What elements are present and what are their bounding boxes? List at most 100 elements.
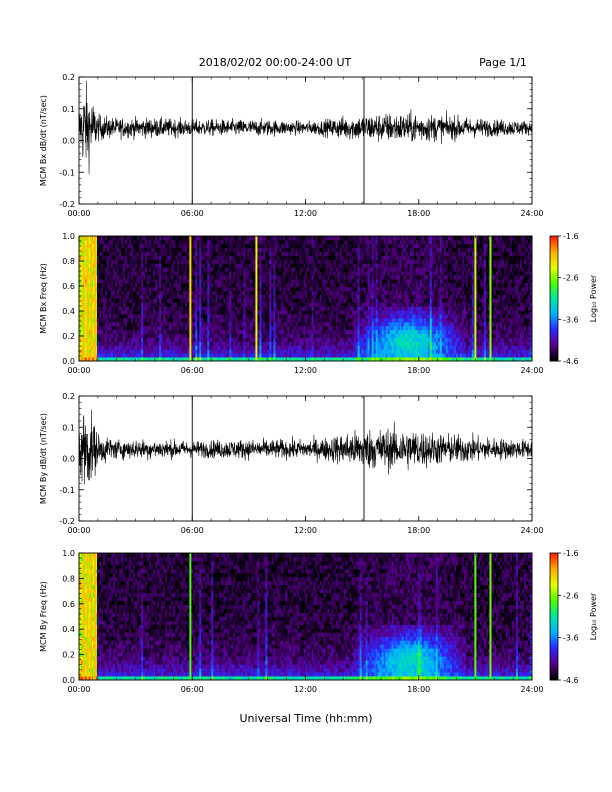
spectrogram-cell <box>197 278 200 284</box>
spectrogram-cell <box>231 345 234 350</box>
spectrogram-cell <box>287 267 290 272</box>
spectrogram-cell <box>307 357 310 362</box>
spectrogram-cell <box>269 267 272 272</box>
spectrogram-cell <box>107 353 110 358</box>
spectrogram-cell <box>121 236 124 241</box>
spectrogram-cell <box>249 251 252 256</box>
spectrogram-cell <box>131 349 134 354</box>
spectrogram-cell <box>353 329 357 335</box>
spectrogram-cell <box>159 239 162 245</box>
spectrogram-cell <box>123 271 126 276</box>
spectrogram-cell <box>353 286 357 292</box>
spectrogram-cell <box>259 243 262 249</box>
spectrogram-cell <box>139 251 142 256</box>
spectrogram-cell <box>333 267 336 272</box>
spectrogram-cell <box>361 341 365 346</box>
spectrogram-cell <box>163 314 166 319</box>
spectrogram-cell <box>267 243 270 249</box>
spectrogram-cell <box>101 302 104 307</box>
spectrogram-cell <box>379 278 383 284</box>
spectrogram-cell <box>365 275 369 280</box>
spectrogram-cell <box>133 263 136 268</box>
spectrogram-cell <box>185 259 188 264</box>
spectrogram-cell <box>323 321 326 327</box>
spectrogram-cell <box>281 236 284 241</box>
spectrogram-cell <box>185 290 188 295</box>
spectrogram-cell <box>257 259 260 264</box>
spectrogram-cell <box>109 267 112 272</box>
spectrogram-cell <box>197 341 200 346</box>
spectrogram-cell <box>211 357 214 362</box>
spectrogram-cell <box>309 310 312 315</box>
spectrogram-cell <box>275 282 278 288</box>
spectrogram-cell <box>125 294 128 299</box>
spectrogram-cell <box>81 310 84 315</box>
spectrogram-cell <box>339 263 342 268</box>
spectrogram-cell <box>373 294 377 299</box>
spectrogram-cell <box>351 357 354 362</box>
spectrogram-cell <box>257 239 260 245</box>
spectrogram-cell <box>343 251 346 256</box>
spectrogram-cell <box>253 357 256 362</box>
spectrogram-cell <box>297 236 300 241</box>
spectrogram-cell <box>199 290 202 295</box>
spectrogram-cell <box>321 259 324 264</box>
spectrogram-cell <box>221 255 224 260</box>
spectrogram-cell <box>301 329 304 335</box>
spectrogram-cell <box>203 294 206 299</box>
spectrogram-cell <box>271 239 274 245</box>
spectrogram-cell <box>355 310 359 315</box>
spectrogram-cell <box>353 333 357 338</box>
spectrogram-cell <box>99 255 102 260</box>
spectrogram-cell <box>99 302 102 307</box>
spectrogram-cell <box>201 306 204 311</box>
spectrogram-cell <box>277 345 280 350</box>
spectrogram-cell <box>381 321 385 327</box>
spectrogram-cell <box>119 275 122 280</box>
spectrogram-cell <box>149 263 152 268</box>
spectrogram-cell <box>345 271 348 276</box>
spectrogram-cell <box>281 329 284 335</box>
spectrogram-cell <box>231 251 234 256</box>
spectrogram-cell <box>167 345 170 350</box>
spectrogram-cell <box>337 337 340 342</box>
spectrogram-cell <box>113 239 116 245</box>
spectrogram-cell <box>339 325 342 331</box>
spectrogram-cell <box>341 357 344 362</box>
spectrogram-cell <box>225 333 228 338</box>
spectrogram-cell <box>345 357 348 362</box>
spectrogram-cell <box>129 243 132 249</box>
spectrogram-cell <box>267 349 270 354</box>
spectrogram-cell <box>293 275 296 280</box>
spectrogram-cell <box>205 251 208 256</box>
spectrogram-cell <box>117 306 120 311</box>
spectrogram-cell <box>363 357 367 362</box>
spectrogram-cell <box>323 353 326 358</box>
spectrogram-cell <box>173 251 176 256</box>
spectrogram-cell <box>173 345 176 350</box>
spectrogram-cell <box>221 247 224 253</box>
spectrogram-cell <box>223 341 226 346</box>
spectrogram-cell <box>213 236 216 241</box>
spectrogram-cell <box>175 298 178 303</box>
spectrogram-cell <box>311 236 314 241</box>
spectrogram-cell <box>325 306 328 311</box>
spectrogram-cell <box>309 251 312 256</box>
spectrogram-cell <box>341 345 344 350</box>
spectrogram-cell <box>293 341 296 346</box>
spectrogram-cell <box>315 255 318 260</box>
spectrogram-cell <box>223 329 226 335</box>
spectrogram-cell <box>159 302 162 307</box>
spectrogram-cell <box>181 298 184 303</box>
spectrogram-cell <box>199 282 202 288</box>
spectrogram-cell <box>383 353 387 358</box>
spectrogram-cell <box>305 239 308 245</box>
spectrogram-cell <box>129 271 132 276</box>
spectrogram-cell <box>279 318 282 323</box>
spectrogram-cell <box>327 271 330 276</box>
spectrogram-cell <box>131 329 134 335</box>
spectrogram-cell <box>133 267 136 272</box>
spectrogram-cell <box>237 341 240 346</box>
spectrogram-cell <box>293 310 296 315</box>
spectrogram-cell <box>101 321 104 327</box>
